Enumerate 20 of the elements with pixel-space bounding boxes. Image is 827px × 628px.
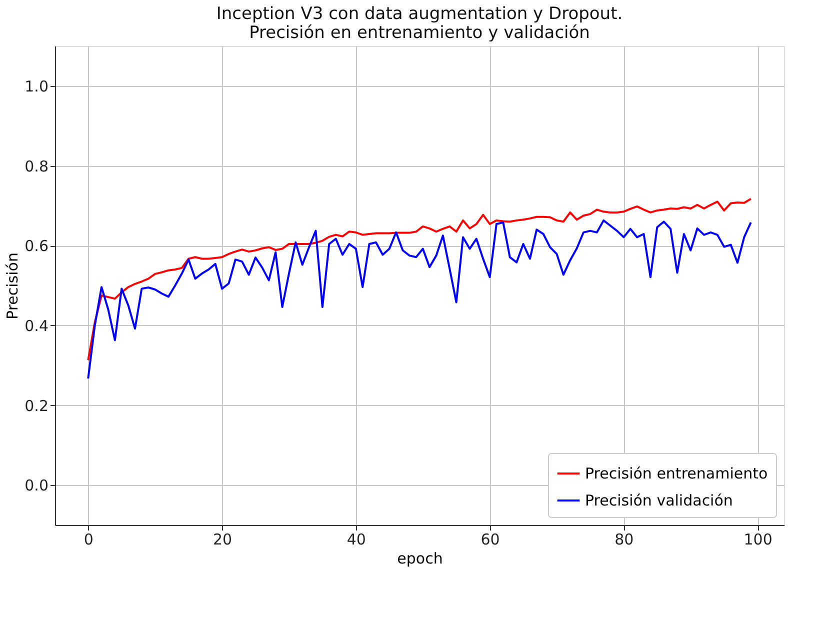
y-tick-label: 0.6: [24, 237, 48, 256]
y-tick-label: 0.2: [24, 396, 48, 415]
x-tick-label: 40: [346, 530, 366, 548]
y-tick-label: 1.0: [24, 77, 48, 96]
x-tick-label: 0: [84, 530, 94, 548]
y-tick-label: 0.0: [24, 476, 48, 495]
x-tick-label: 60: [480, 530, 500, 548]
x-tick-label: 80: [614, 530, 634, 548]
legend-label: Precisión entrenamiento: [585, 464, 768, 482]
x-tick-label: 20: [212, 530, 232, 548]
text: Precisión en entrenamiento y validación: [249, 23, 590, 43]
x-tick-label: 100: [744, 530, 772, 548]
legend-label: Precisión validación: [585, 492, 733, 510]
y-axis-title: Precisión: [4, 252, 22, 320]
x-axis-title: epoch: [397, 550, 443, 568]
y-tick-label: 0.4: [24, 316, 48, 335]
text: Inception V3 con data augmentation y Dropout.: [216, 4, 623, 24]
y-tick-label: 0.8: [24, 157, 48, 176]
line-series: [87, 219, 752, 380]
line-series: [87, 198, 752, 362]
